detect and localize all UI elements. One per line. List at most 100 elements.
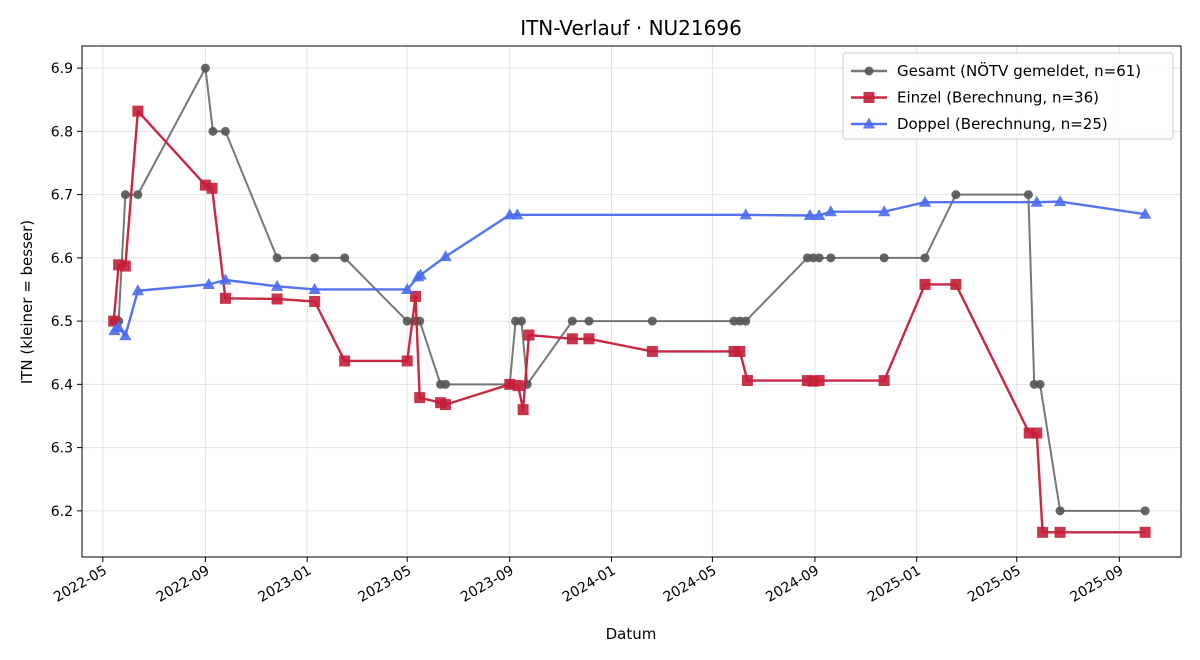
data-point-gesamt [120,190,130,200]
data-point-einzel [1023,427,1035,439]
data-point-gesamt [920,253,930,263]
legend-entry-doppel: Doppel (Berechnung, n=25) [851,115,1108,133]
y-tick-label: 6.6 [51,251,73,267]
y-tick-label: 6.3 [51,441,73,457]
legend-entry-einzel: Einzel (Berechnung, n=36) [851,89,1099,107]
data-point-einzel [1031,427,1043,439]
data-point-einzel [271,293,283,305]
data-point-einzel [919,278,931,290]
legend-label-einzel: Einzel (Berechnung, n=36) [897,89,1099,107]
data-point-gesamt [272,253,282,263]
y-tick-label: 6.2 [51,504,73,520]
data-point-einzel [199,179,211,191]
data-point-doppel [739,208,752,220]
data-point-gesamt [826,253,836,263]
y-tick-label: 6.8 [51,124,73,140]
data-point-einzel [219,292,231,304]
data-point-gesamt [741,316,751,326]
y-tick-label: 6.7 [51,188,73,204]
data-point-einzel [1054,526,1066,538]
data-point-doppel [270,279,284,291]
legend-label-gesamt: Gesamt (NÖTV gemeldet, n=61) [897,61,1141,80]
data-point-doppel [1138,207,1152,219]
data-point-einzel [801,375,813,387]
legend: Gesamt (NÖTV gemeldet, n=61) Einzel (Bere… [842,52,1174,140]
data-point-gesamt [1140,506,1150,516]
data-point-doppel [812,208,826,221]
data-point-doppel [401,282,414,295]
data-point-doppel [219,273,232,285]
data-point-doppel [918,195,932,207]
data-point-gesamt [567,316,577,326]
data-point-einzel [119,260,131,272]
y-tick-label: 6.5 [51,314,73,330]
data-point-einzel [206,182,218,194]
data-point-doppel [112,320,125,332]
legend-marker-einzel [863,92,875,103]
data-point-gesamt [200,63,210,73]
data-point-doppel [308,282,321,295]
chart-title: ITN-Verlauf · NU21696 [520,16,742,40]
data-point-einzel [512,380,524,392]
data-point-einzel [113,259,125,271]
data-point-doppel [1053,195,1067,207]
data-point-gesamt [814,253,824,263]
data-point-einzel [728,345,740,357]
data-point-gesamt [220,126,230,136]
legend-marker-gesamt [864,66,874,76]
data-point-einzel [878,375,890,387]
series-doppel [108,195,1152,341]
x-axis-label: Datum [606,625,657,643]
data-point-gesamt [951,190,961,200]
data-point-doppel [202,277,215,289]
data-point-gesamt [1023,190,1033,200]
data-point-gesamt [879,253,889,263]
data-point-gesamt [516,316,526,326]
data-point-einzel [132,105,144,117]
data-point-gesamt [1055,506,1065,516]
data-point-einzel [517,404,529,416]
data-point-gesamt [340,253,350,263]
data-point-einzel [566,333,578,345]
data-point-doppel [414,268,427,280]
y-tick-label: 6.4 [51,377,73,393]
data-point-einzel [807,375,819,387]
data-point-einzel [950,278,962,290]
data-point-einzel [1139,526,1151,538]
data-point-gesamt [584,316,594,326]
data-point-doppel [439,250,452,262]
data-point-doppel [511,208,524,220]
data-point-einzel [309,296,321,307]
data-point-doppel [824,205,837,217]
y-axis-label: ITN (kleiner = besser) [18,220,36,384]
data-point-gesamt [441,379,451,389]
legend-box [842,52,1174,140]
data-point-doppel [131,284,145,296]
data-point-einzel [646,345,658,357]
data-point-gesamt [208,126,218,136]
data-point-einzel [414,392,426,404]
y-tick-label: 6.9 [51,61,73,77]
data-point-einzel [523,329,535,341]
series-layer [108,63,1152,538]
data-point-doppel [1030,195,1043,207]
data-point-einzel [410,290,422,302]
data-point-gesamt [133,190,143,200]
data-point-doppel [119,329,132,341]
data-point-einzel [583,333,595,345]
data-point-einzel [504,378,516,390]
plot-frame [81,45,1182,558]
data-point-einzel [108,315,120,327]
legend-marker-doppel [862,117,876,129]
data-point-gesamt [310,253,320,263]
data-point-einzel [401,355,413,367]
data-point-gesamt [1035,379,1045,389]
data-point-gesamt [647,316,657,326]
data-point-einzel [813,375,825,387]
data-point-einzel [734,345,746,357]
data-point-einzel [440,399,452,411]
data-point-doppel [877,205,891,217]
data-point-doppel [803,208,817,221]
data-point-einzel [339,355,351,367]
